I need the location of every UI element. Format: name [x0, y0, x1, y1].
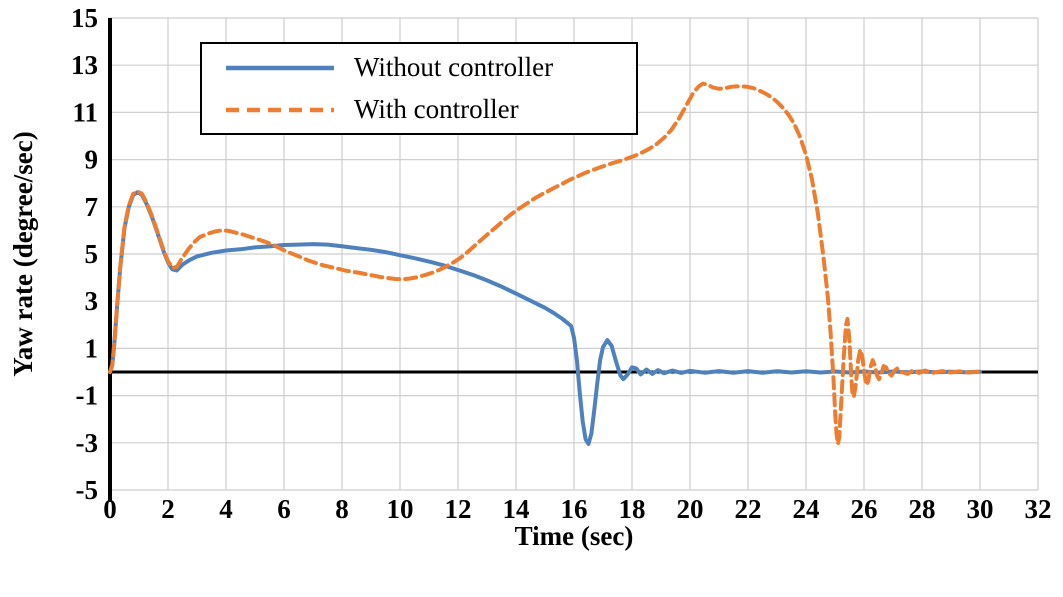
legend-line-solid [226, 65, 334, 70]
y-tick-label: 7 [85, 192, 99, 222]
y-tick-label: -5 [76, 475, 99, 505]
x-tick-label: 26 [851, 494, 878, 524]
legend-item-with-controller: With controller [224, 90, 636, 130]
x-tick-label: 4 [219, 494, 233, 524]
y-tick-label: -3 [76, 428, 99, 458]
x-axis-title: Time (sec) [514, 521, 634, 551]
x-tick-label: 0 [103, 494, 117, 524]
y-tick-label: 5 [85, 239, 99, 269]
x-tick-label: 28 [909, 494, 936, 524]
x-tick-label: 20 [677, 494, 704, 524]
x-tick-label: 30 [967, 494, 994, 524]
x-tick-label: 2 [161, 494, 175, 524]
legend-line-dashed [226, 107, 334, 112]
y-tick-label: -1 [76, 381, 99, 411]
x-tick-label: 10 [387, 494, 414, 524]
x-tick-label: 18 [619, 494, 646, 524]
series-line-0 [108, 190, 982, 446]
y-tick-label: 15 [71, 3, 98, 33]
x-tick-label: 24 [793, 494, 820, 524]
y-axis-title: Yaw rate (degree/sec) [8, 131, 38, 377]
y-tick-label: 3 [85, 286, 99, 316]
x-tick-label: 14 [503, 494, 530, 524]
y-tick-label: 9 [85, 145, 99, 175]
legend-item-without-controller: Without controller [224, 48, 636, 88]
series-line-1 [108, 81, 982, 446]
x-tick-label: 8 [335, 494, 349, 524]
legend: Without controller With controller [200, 42, 638, 135]
x-tick-label: 22 [735, 494, 762, 524]
x-tick-label: 12 [445, 494, 472, 524]
legend-label-without-controller: Without controller [354, 52, 554, 82]
x-tick-label: 32 [1025, 494, 1052, 524]
y-tick-label: 13 [71, 50, 98, 80]
x-tick-label: 16 [561, 494, 588, 524]
y-tick-label: 11 [72, 97, 98, 127]
y-tick-label: 1 [85, 333, 99, 363]
x-tick-label: 6 [277, 494, 291, 524]
legend-label-with-controller: With controller [354, 94, 519, 124]
